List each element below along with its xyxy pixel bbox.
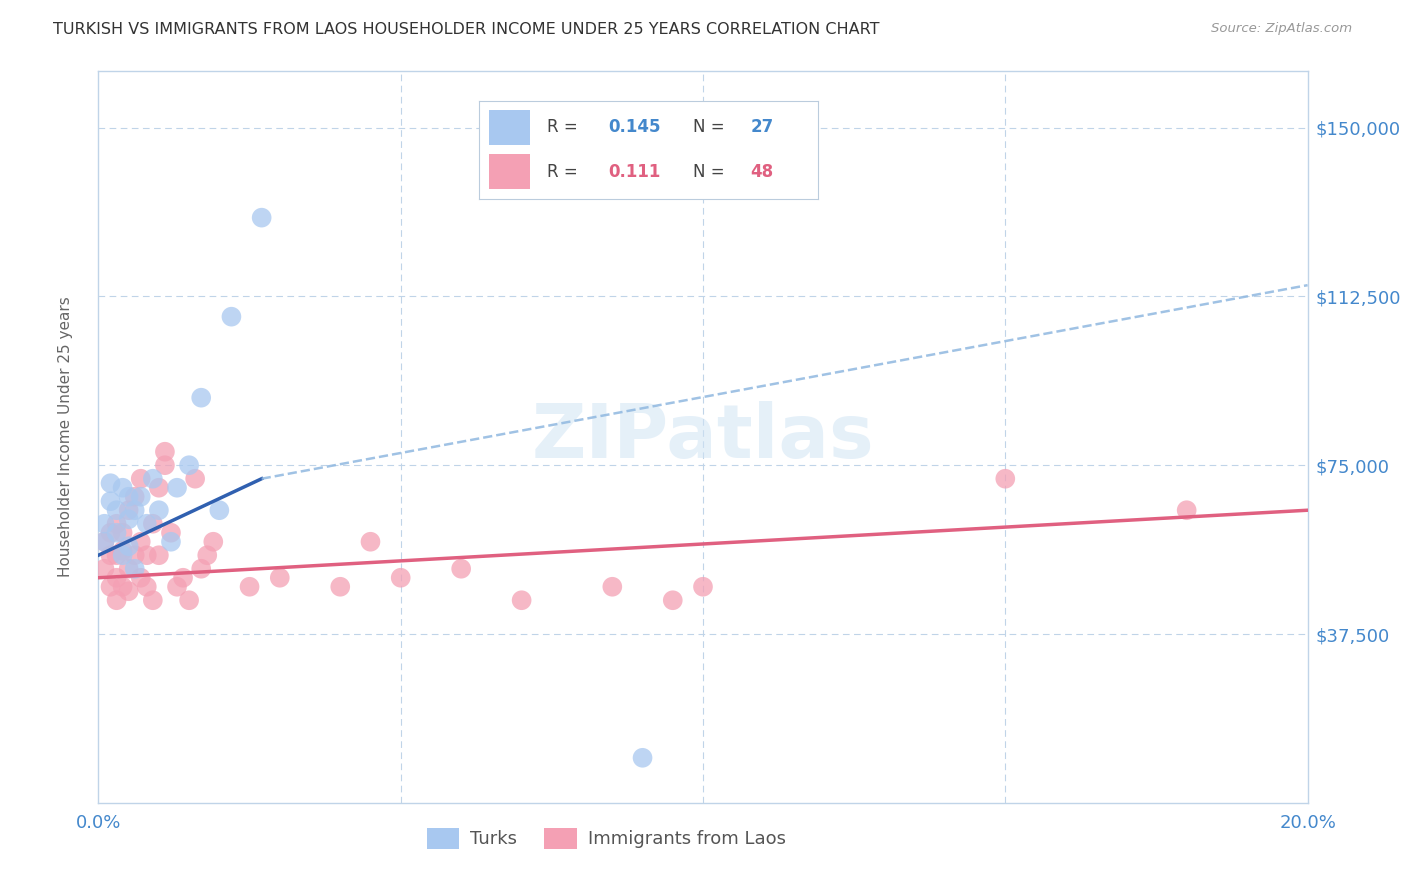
Immigrants from Laos xyxy=(118,584,141,599)
Immigrants from Laos xyxy=(105,516,128,531)
Turks xyxy=(208,503,231,517)
Text: TURKISH VS IMMIGRANTS FROM LAOS HOUSEHOLDER INCOME UNDER 25 YEARS CORRELATION CH: TURKISH VS IMMIGRANTS FROM LAOS HOUSEHOL… xyxy=(53,22,880,37)
Immigrants from Laos xyxy=(190,562,212,576)
Immigrants from Laos xyxy=(153,458,176,473)
Turks xyxy=(142,472,165,486)
Turks xyxy=(135,516,157,531)
Turks xyxy=(166,481,188,495)
Turks xyxy=(124,562,146,576)
Turks xyxy=(250,211,273,225)
Immigrants from Laos xyxy=(100,548,122,562)
Immigrants from Laos xyxy=(142,593,165,607)
Immigrants from Laos xyxy=(148,548,170,562)
Turks xyxy=(129,490,152,504)
Immigrants from Laos xyxy=(135,580,157,594)
Immigrants from Laos xyxy=(661,593,683,607)
Immigrants from Laos xyxy=(994,472,1017,486)
Immigrants from Laos xyxy=(153,444,176,458)
Immigrants from Laos xyxy=(329,580,352,594)
Immigrants from Laos xyxy=(202,534,225,549)
Text: Source: ZipAtlas.com: Source: ZipAtlas.com xyxy=(1212,22,1353,36)
Immigrants from Laos xyxy=(111,580,134,594)
Immigrants from Laos xyxy=(142,516,165,531)
Immigrants from Laos xyxy=(105,548,128,562)
Turks xyxy=(105,525,128,540)
Immigrants from Laos xyxy=(129,571,152,585)
Immigrants from Laos xyxy=(160,525,183,540)
Immigrants from Laos xyxy=(692,580,714,594)
Immigrants from Laos xyxy=(184,472,207,486)
Immigrants from Laos xyxy=(93,562,115,576)
Immigrants from Laos xyxy=(124,548,146,562)
Turks xyxy=(124,503,146,517)
Immigrants from Laos xyxy=(239,580,262,594)
Turks xyxy=(111,548,134,562)
Immigrants from Laos xyxy=(166,580,188,594)
Immigrants from Laos xyxy=(100,525,122,540)
Immigrants from Laos xyxy=(172,571,194,585)
Turks xyxy=(100,494,122,508)
Immigrants from Laos xyxy=(360,534,382,549)
Turks xyxy=(100,476,122,491)
Turks xyxy=(221,310,243,324)
Turks xyxy=(179,458,201,473)
Turks xyxy=(118,490,141,504)
Turks xyxy=(631,751,654,765)
Immigrants from Laos xyxy=(195,548,218,562)
Immigrants from Laos xyxy=(389,571,412,585)
Immigrants from Laos xyxy=(124,490,146,504)
Immigrants from Laos xyxy=(129,472,152,486)
Immigrants from Laos xyxy=(602,580,624,594)
Legend: Turks, Immigrants from Laos: Turks, Immigrants from Laos xyxy=(419,821,793,856)
Immigrants from Laos xyxy=(269,571,291,585)
Text: ZIPatlas: ZIPatlas xyxy=(531,401,875,474)
Immigrants from Laos xyxy=(111,543,134,558)
Immigrants from Laos xyxy=(1175,503,1198,517)
Turks xyxy=(148,503,170,517)
Turks xyxy=(93,516,115,531)
Immigrants from Laos xyxy=(105,593,128,607)
Immigrants from Laos xyxy=(179,593,201,607)
Immigrants from Laos xyxy=(129,534,152,549)
Immigrants from Laos xyxy=(100,580,122,594)
Immigrants from Laos xyxy=(450,562,472,576)
Immigrants from Laos xyxy=(105,571,128,585)
Turks xyxy=(190,391,212,405)
Immigrants from Laos xyxy=(510,593,533,607)
Turks xyxy=(111,481,134,495)
Turks xyxy=(118,539,141,553)
Turks xyxy=(118,512,141,526)
Immigrants from Laos xyxy=(111,525,134,540)
Turks xyxy=(105,503,128,517)
Immigrants from Laos xyxy=(135,548,157,562)
Turks xyxy=(93,534,115,549)
Immigrants from Laos xyxy=(148,481,170,495)
Y-axis label: Householder Income Under 25 years: Householder Income Under 25 years xyxy=(59,297,73,577)
Immigrants from Laos xyxy=(118,503,141,517)
Immigrants from Laos xyxy=(118,562,141,576)
Immigrants from Laos xyxy=(93,534,115,549)
Turks xyxy=(160,534,183,549)
